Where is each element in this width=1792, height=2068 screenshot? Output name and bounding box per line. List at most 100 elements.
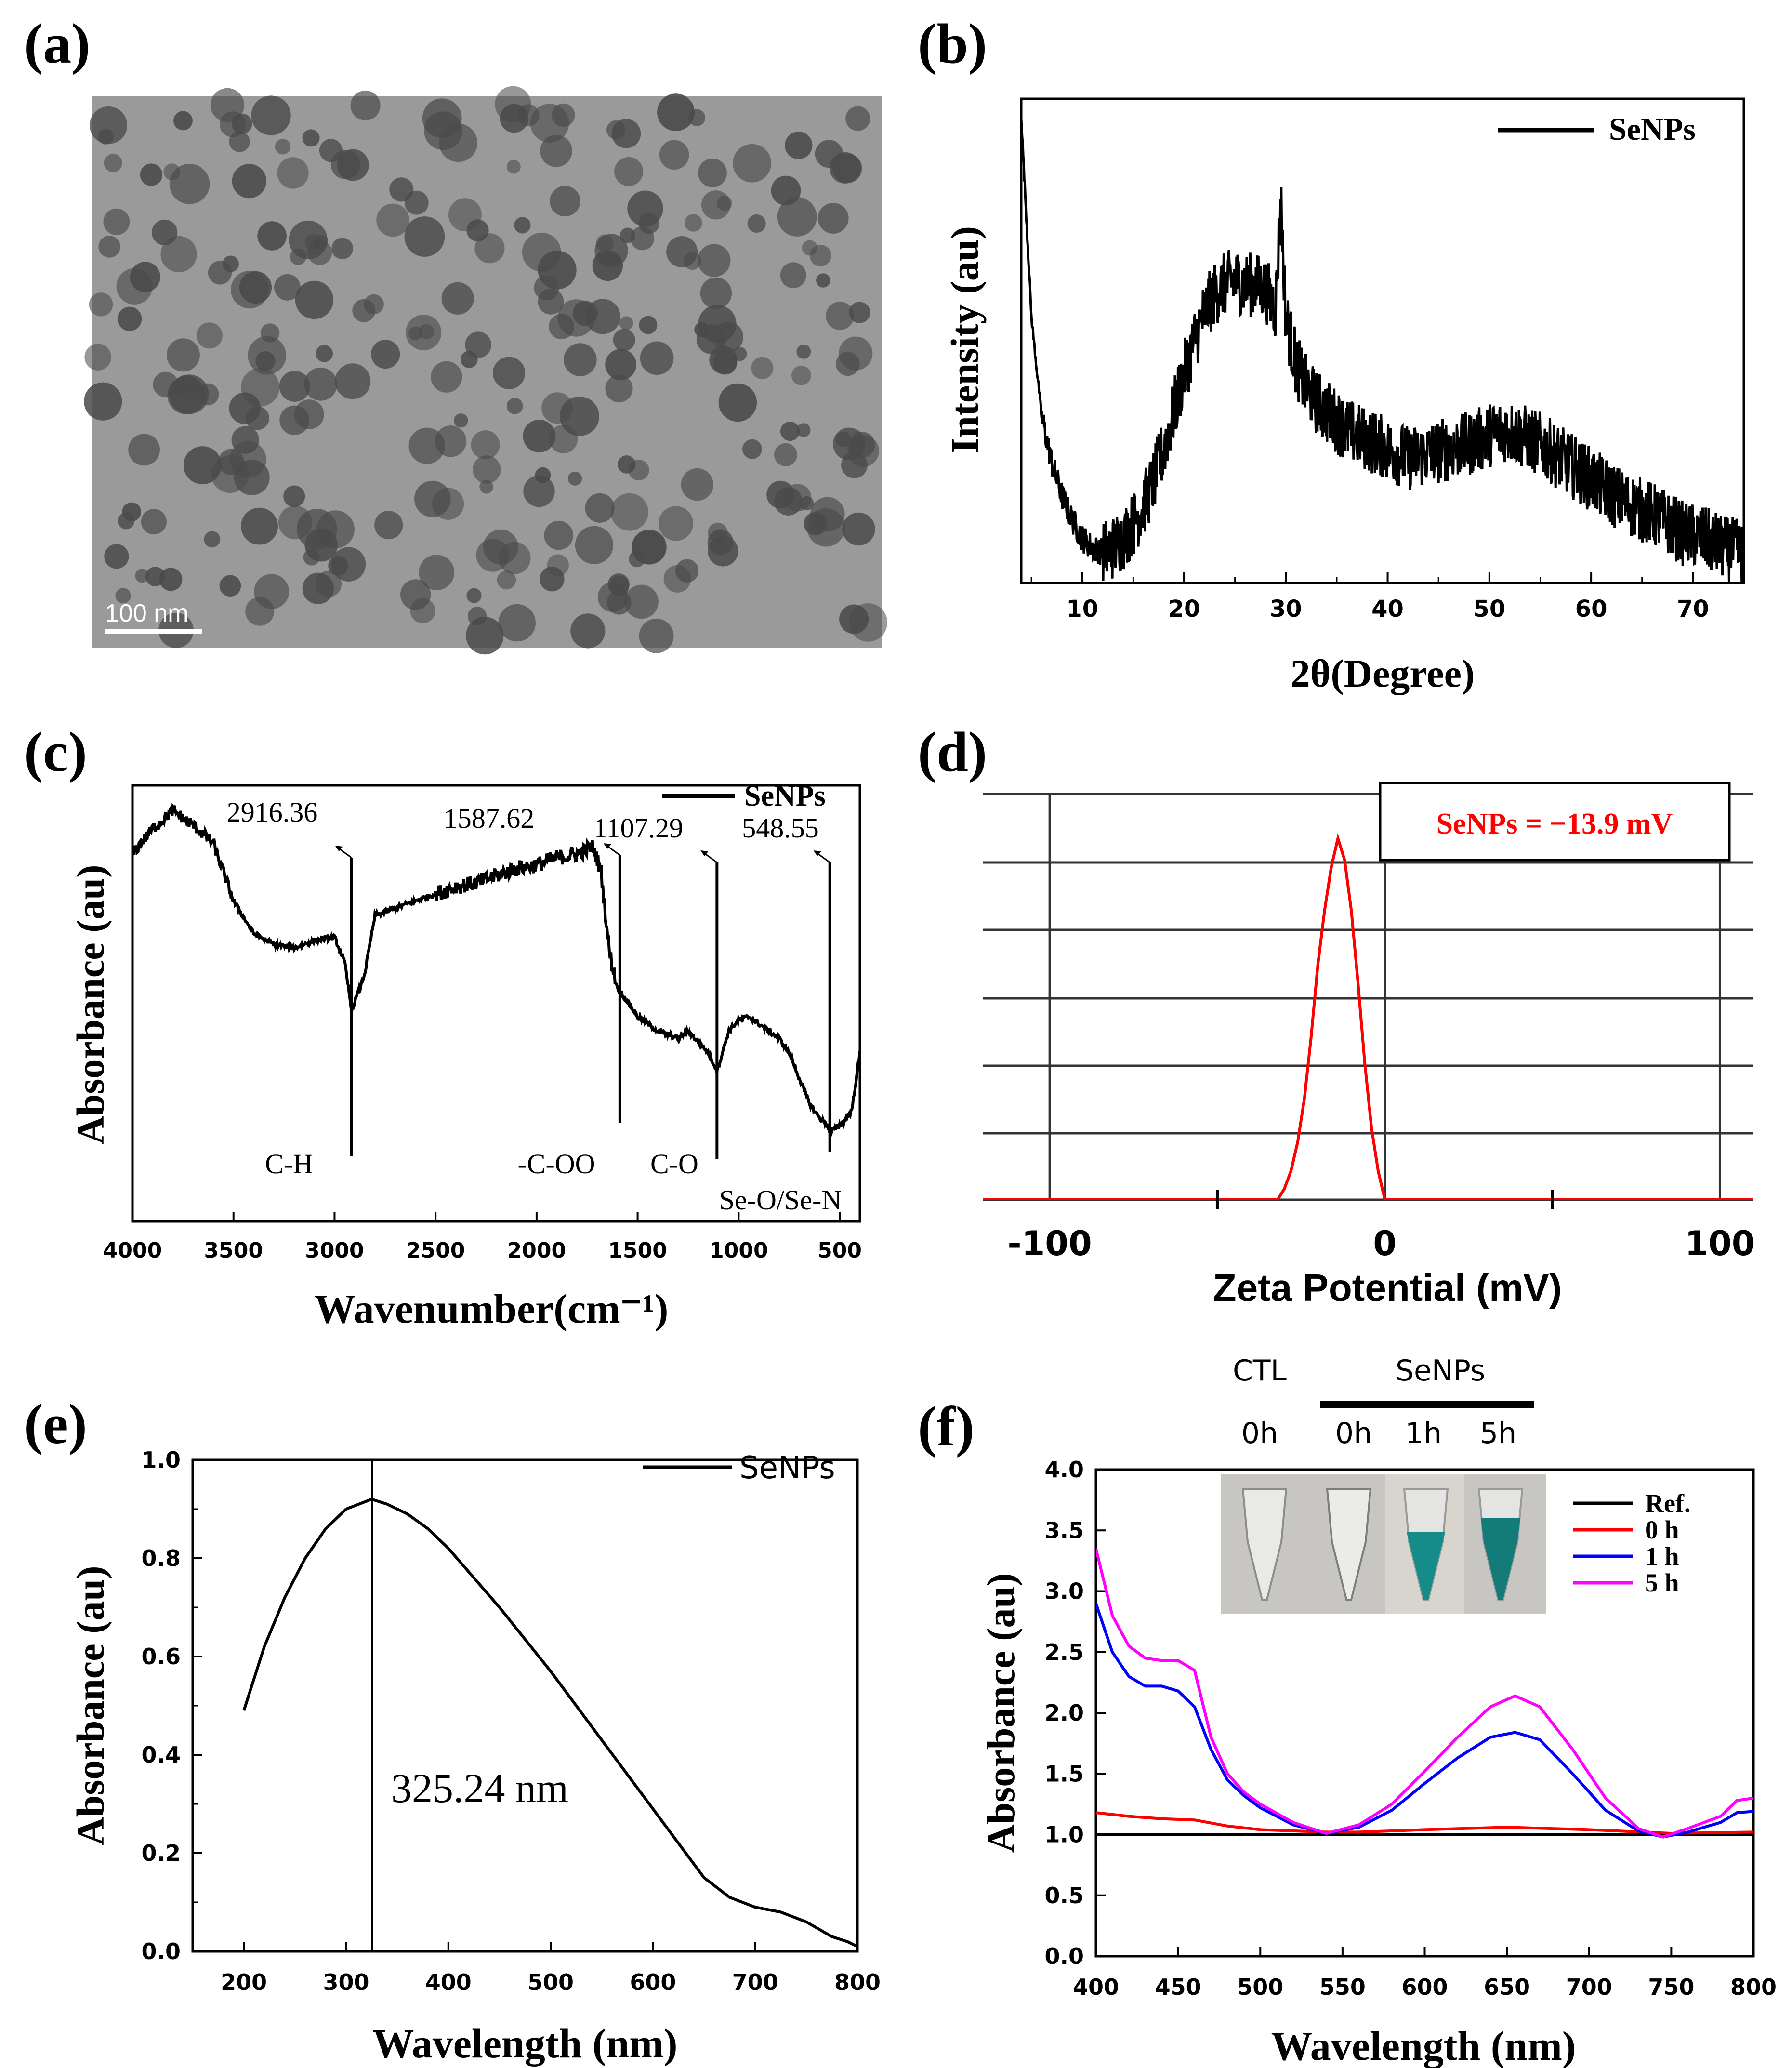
chart-f-inset-header: CTL SeNPs 0h 0h 1h 5h (1233, 1354, 1534, 1450)
chart-c-peak-arrowhead (335, 846, 343, 851)
nanoparticle (523, 475, 555, 507)
chart-e-x-tick-label: 600 (630, 1969, 676, 1995)
nanoparticle (619, 316, 633, 331)
nanoparticle (431, 361, 462, 393)
nanoparticle (117, 306, 142, 331)
panel-f-label: (f) (918, 1395, 975, 1458)
nanoparticle (575, 526, 614, 564)
nanoparticle (777, 197, 817, 237)
nanoparticle (160, 236, 197, 273)
nanoparticle (540, 134, 572, 167)
chart-f-xlabel: Wavelength (nm) (1271, 2023, 1576, 2068)
chart-e-x-tick-label: 300 (323, 1969, 369, 1995)
nanoparticle (493, 357, 526, 389)
panel-a-label: (a) (24, 12, 91, 75)
nanoparticle (550, 186, 580, 217)
chart-d-annotation-box (1379, 782, 1731, 862)
nanoparticle (540, 567, 565, 592)
nanoparticle (222, 255, 239, 272)
nanoparticle (639, 316, 658, 334)
series-senps-zeta (983, 833, 1753, 1200)
nanoparticle (337, 149, 369, 181)
nanoparticle (376, 203, 409, 237)
chart-f-y-tick-label: 0.0 (1045, 1943, 1084, 1969)
chart-e-ticks: 200 300 400 500 600 700 800 0.0 0.2 0.4 0.6 0.8 1.0 (142, 1447, 881, 1995)
nanoparticle (140, 163, 163, 186)
chart-d-annotation: SeNPs = −13.9 mV (1436, 808, 1673, 840)
nanoparticle (229, 131, 250, 152)
nanoparticle (514, 217, 531, 234)
chart-b-xlabel: 2θ(Degree) (1291, 651, 1475, 695)
nanoparticle (304, 367, 337, 401)
panel-d-label: (d) (918, 720, 987, 783)
chart-c-tick-label: 2000 (507, 1238, 566, 1263)
nanoparticle (780, 262, 806, 289)
chart-d-x-ticks: -100 0 100 (1008, 1190, 1755, 1263)
nanoparticle (681, 468, 714, 501)
nanoparticle (145, 567, 165, 586)
nanoparticle (849, 432, 875, 458)
nanoparticle (441, 282, 474, 315)
nanoparticle (239, 271, 272, 304)
series-5-h (1096, 1548, 1753, 1839)
nanoparticle (568, 471, 582, 486)
nanoparticle (241, 368, 279, 407)
nanoparticle (497, 570, 516, 590)
nanoparticle (620, 227, 635, 243)
chart-c-annotations: 2916.36 C-H 1587.62 -C-OO 1107.29 C-O 548.55 Se… (227, 796, 842, 1216)
chart-e-x-tick-label: 400 (425, 1969, 472, 1995)
chart-c-tick-label: 2500 (406, 1238, 465, 1263)
nanoparticle (439, 123, 478, 162)
nanoparticle (685, 214, 702, 232)
nanoparticle (717, 196, 732, 211)
nanoparticle (465, 331, 491, 358)
nanoparticle (255, 351, 276, 371)
nanoparticle (605, 349, 636, 381)
chart-f-legend-label: 5 h (1645, 1568, 1679, 1597)
chart-c-peak-label: 2916.36 (227, 796, 318, 828)
inset-time-senps-1h: 1h (1405, 1417, 1442, 1450)
nanoparticle (498, 604, 536, 642)
nanoparticle (807, 508, 845, 547)
chart-c-peak-label: 1587.62 (444, 803, 535, 834)
nanoparticle (245, 597, 275, 626)
nanoparticle (659, 140, 689, 170)
nanoparticle (774, 443, 797, 466)
nanoparticle (135, 569, 149, 583)
chart-b-tick-label: 70 (1677, 596, 1709, 623)
nanoparticle (610, 493, 648, 531)
nanoparticle (585, 493, 615, 523)
nanoparticle (474, 233, 505, 264)
nanoparticle (700, 277, 732, 309)
tem-image: 100 nm (84, 86, 888, 655)
chart-c-group-label: -C-OO (517, 1148, 595, 1180)
nanoparticle (718, 383, 757, 422)
nanoparticle (141, 509, 167, 535)
chart-c-group-label: C-H (265, 1148, 313, 1180)
nanoparticle (466, 219, 489, 242)
chart-b-frame (1020, 97, 1745, 584)
nanoparticle (638, 212, 660, 234)
nanoparticle (639, 618, 674, 653)
nanoparticle (245, 406, 269, 430)
nanoparticle (628, 460, 649, 481)
panel-b-label: (b) (918, 12, 987, 75)
chart-c-ylabel: Absorbance (au) (68, 865, 112, 1145)
chart-e-y-tick-label: 0.8 (142, 1545, 181, 1571)
chart-c-peak-label: 1107.29 (593, 812, 683, 844)
nanoparticle (849, 302, 870, 323)
chart-f-ticks: 400 450 500 550 600 650 700 750 800 0.0 0.5 1.0 1.5 2… (1045, 1457, 1777, 2000)
chart-b-legend-senps: SeNPs (1609, 112, 1696, 147)
nanoparticle (466, 588, 482, 603)
series-1-h (1096, 1603, 1753, 1839)
inset-time-senps-5h: 5h (1480, 1417, 1516, 1450)
chart-f-y-tick-label: 3.5 (1045, 1517, 1084, 1543)
nanoparticle (257, 221, 287, 251)
nanoparticle (232, 164, 266, 199)
nanoparticle (404, 190, 429, 215)
nanoparticle (780, 422, 800, 441)
chart-f-x-tick-label: 600 (1401, 1974, 1448, 2000)
nanoparticle (597, 582, 628, 612)
chart-e-ylabel: Absorbance (au) (68, 1566, 112, 1846)
inset-time-ctl-0h: 0h (1241, 1417, 1278, 1450)
